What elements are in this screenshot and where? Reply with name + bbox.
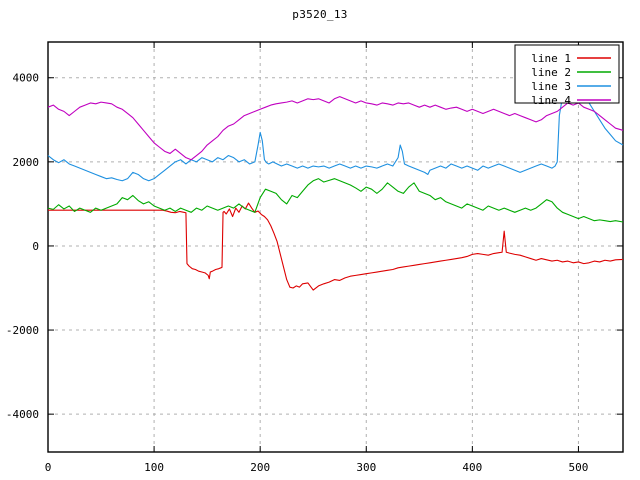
series-line-3 [47, 89, 624, 182]
y-tick-label: 0 [32, 240, 39, 253]
y-tick-label: 4000 [13, 72, 40, 85]
y-tick-label: 2000 [13, 156, 40, 169]
series-line-1 [48, 202, 624, 291]
axis-tick-labels: -4000 -2000 0 2000 4000 0 100 200 300 400 500 [6, 72, 589, 474]
data-series-group [47, 89, 624, 291]
legend-label-4: line 4 [531, 94, 571, 107]
series-line-4 [47, 96, 624, 161]
legend-label-3: line 3 [531, 80, 571, 93]
chart-title: p3520_13 [292, 8, 348, 21]
x-tick-label: 200 [250, 461, 270, 474]
axis-ticks [47, 42, 623, 452]
series-line-2 [47, 178, 624, 223]
x-tick-label: 400 [462, 461, 482, 474]
legend-label-1: line 1 [531, 52, 571, 65]
x-tick-label: 0 [45, 461, 52, 474]
y-tick-label: -2000 [6, 324, 39, 337]
y-tick-label: -4000 [6, 408, 39, 421]
legend-label-2: line 2 [531, 66, 571, 79]
x-tick-label: 300 [356, 461, 376, 474]
axis-frame [47, 41, 624, 453]
x-tick-label: 100 [144, 461, 164, 474]
x-tick-label: 500 [569, 461, 589, 474]
